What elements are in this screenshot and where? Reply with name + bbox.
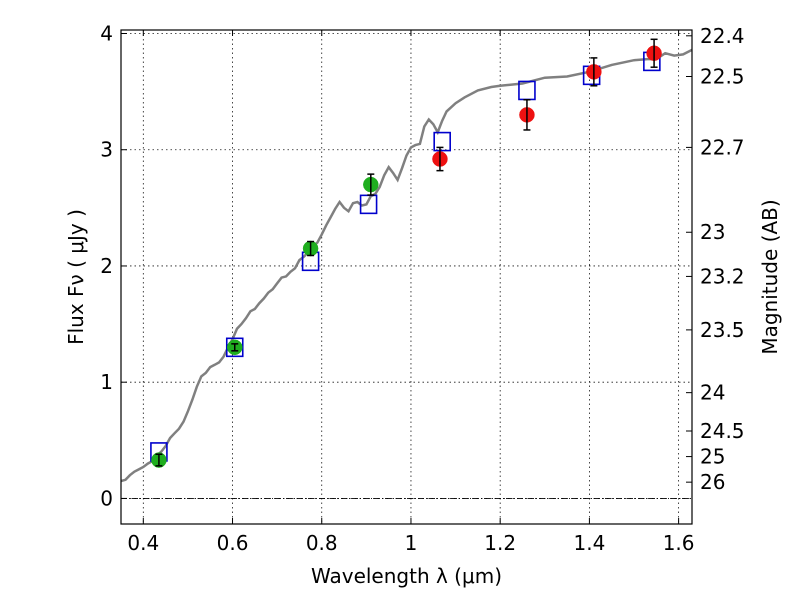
x-tick-label: 0.8 — [306, 531, 338, 555]
right-tick-label: 25 — [700, 445, 725, 469]
x-tick-label: 1.6 — [663, 531, 695, 555]
y-tick-label: 4 — [100, 21, 113, 45]
y-tick-label: 1 — [100, 370, 113, 394]
y-right-axis-label: Magnitude (AB) — [758, 199, 782, 354]
y-tick-label: 3 — [100, 138, 113, 162]
y-tick-label: 2 — [100, 254, 113, 278]
right-tick-label: 26 — [700, 470, 725, 494]
right-tick-label: 22.7 — [700, 135, 745, 159]
x-axis-label: Wavelength λ (μm) — [311, 564, 502, 588]
model-spectrum-line — [121, 48, 692, 483]
plot-frame — [120, 29, 693, 525]
x-tick-label: 0.4 — [127, 531, 159, 555]
x-tick-label: 1.2 — [484, 531, 516, 555]
right-tick-label: 23.5 — [700, 318, 745, 342]
right-tick-label: 23.2 — [700, 264, 745, 288]
right-tick-label: 22.5 — [700, 64, 745, 88]
right-tick-label: 24 — [700, 381, 725, 405]
plot-series — [121, 38, 692, 483]
grid — [121, 30, 692, 524]
right-tick-label: 24.5 — [700, 419, 745, 443]
x-tick-label: 1.4 — [573, 531, 605, 555]
y-tick-label: 0 — [100, 486, 113, 510]
right-tick-label: 22.4 — [700, 24, 745, 48]
model-photometry-square — [225, 337, 244, 358]
y-axis-label: Flux Fν ( μJy ) — [64, 209, 88, 345]
right-tick-label: 23 — [700, 220, 725, 244]
model-photometry-square — [433, 131, 451, 152]
x-tick-label: 1 — [405, 531, 418, 555]
x-tick-label: 0.6 — [217, 531, 249, 555]
